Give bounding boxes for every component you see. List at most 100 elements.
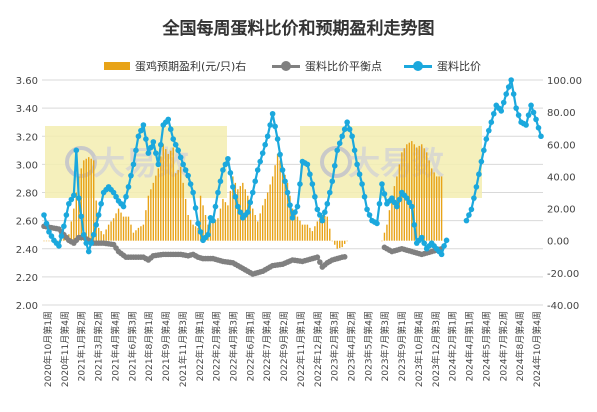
ratio-point	[334, 147, 341, 154]
ratio-point	[466, 212, 472, 218]
ratio-point	[312, 193, 318, 200]
ratio-point	[515, 112, 522, 118]
ratio-point	[505, 84, 512, 90]
ratio-point	[43, 220, 50, 227]
profit-bar	[78, 176, 80, 241]
ratio-point	[123, 193, 129, 200]
profit-bar	[157, 168, 160, 241]
ratio-point	[528, 102, 534, 109]
ratio-point	[58, 233, 65, 239]
ratio-point	[438, 251, 445, 258]
x-tick-label: 2021年11月第3周	[177, 311, 189, 387]
ratio-point	[195, 220, 201, 227]
profit-bar	[438, 176, 440, 241]
ratio-point	[418, 234, 425, 241]
ratio-point	[66, 200, 72, 207]
ratio-point	[128, 172, 134, 179]
profit-bar	[229, 190, 232, 241]
ratio-point	[98, 200, 104, 207]
ratio-point	[272, 123, 278, 130]
ratio-point	[48, 233, 55, 239]
ratio-point	[187, 181, 194, 187]
profit-bar	[264, 198, 266, 241]
profit-bar	[214, 219, 217, 241]
ratio-point	[408, 203, 415, 210]
ratio-point	[287, 202, 293, 208]
ratio-point	[349, 133, 355, 140]
profit-bar	[306, 224, 309, 241]
x-tick-label: 2023年12月第3周	[430, 311, 442, 387]
profit-bar	[127, 216, 130, 241]
profit-bar	[135, 230, 137, 241]
profit-bar	[406, 144, 408, 241]
profit-bar	[88, 157, 90, 241]
profit-bar	[85, 158, 87, 241]
profit-bar	[100, 231, 102, 241]
profit-bar	[408, 142, 410, 241]
ratio-point	[254, 167, 261, 173]
ratio-point	[508, 77, 514, 83]
profit-bar	[48, 240, 50, 242]
profit-bar	[132, 232, 135, 241]
profit-bar	[423, 148, 425, 241]
x-tick-label: 2021年4月第4周	[109, 311, 121, 381]
ratio-point	[212, 203, 219, 210]
profit-bar	[284, 174, 286, 241]
ratio-point	[227, 170, 234, 176]
ratio-point	[341, 126, 348, 133]
profit-bar	[299, 220, 301, 241]
ratio-point	[71, 192, 77, 199]
legend-label-ratio: 蛋料比价	[437, 60, 481, 73]
ratio-point	[143, 136, 149, 142]
ratio-point	[252, 178, 259, 185]
profit-bar	[43, 240, 45, 242]
profit-bar	[341, 240, 343, 248]
x-tick-label: 2024年10月第4周	[531, 311, 543, 387]
ratio-point	[170, 136, 177, 142]
x-tick-label: 2020年11月第4周	[59, 311, 71, 387]
profit-bar	[115, 213, 117, 241]
breakeven-point	[341, 254, 348, 260]
ratio-point	[359, 181, 365, 187]
ratio-point	[93, 222, 99, 228]
ratio-point	[344, 119, 350, 125]
ratio-point	[180, 161, 186, 168]
ratio-point	[264, 133, 271, 140]
profit-bar	[329, 228, 331, 241]
ratio-point	[471, 195, 477, 201]
ratio-point	[307, 171, 313, 178]
ratio-point	[329, 178, 336, 185]
ratio-point	[138, 127, 144, 134]
breakeven-point	[317, 259, 323, 265]
profit-bar	[142, 224, 145, 241]
ratio-point	[364, 206, 370, 213]
profit-bar	[105, 229, 107, 241]
ratio-point	[267, 122, 273, 128]
ratio-point	[406, 199, 413, 206]
profit-bar	[197, 227, 199, 241]
y-left-tick-label: 3.40	[16, 104, 38, 115]
profit-bar	[45, 240, 48, 242]
ratio-point	[322, 209, 328, 215]
profit-bar	[120, 212, 122, 241]
ratio-point	[404, 195, 410, 201]
ratio-point	[525, 112, 532, 118]
breakeven-point-group	[41, 223, 445, 277]
profit-bar	[416, 147, 418, 241]
ratio-point	[269, 110, 276, 117]
profit-bar	[237, 189, 239, 241]
ratio-point	[237, 209, 244, 215]
ratio-point	[304, 161, 311, 168]
profit-bar	[304, 224, 306, 241]
x-tick-label: 2022年7月第4周	[261, 311, 273, 381]
x-tick-label: 2022年4月第3周	[228, 311, 240, 381]
profit-bar	[321, 215, 324, 241]
profit-bar	[110, 221, 112, 241]
ratio-point	[165, 116, 172, 123]
y-right-tick-label: 40.00	[547, 172, 576, 183]
profit-bar	[70, 221, 73, 241]
profit-bar	[291, 208, 294, 241]
ratio-point	[354, 161, 360, 168]
ratio-point	[217, 178, 224, 185]
profit-bar	[428, 160, 430, 241]
